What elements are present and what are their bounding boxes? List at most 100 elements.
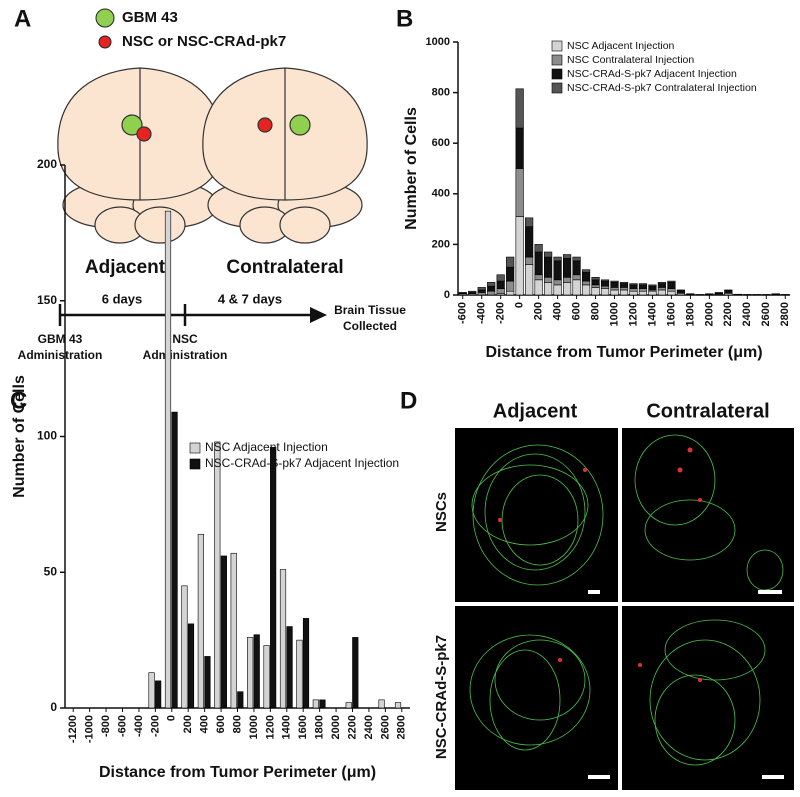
x-tick-label: 1000 <box>248 715 260 739</box>
legend-label: NSC-CRAd-S-pk7 Contralateral Injection <box>567 82 757 94</box>
bar <box>619 282 629 284</box>
bar <box>394 702 402 709</box>
bar <box>600 279 610 282</box>
legend-text: NSC or NSC-CRAd-pk7 <box>122 33 286 50</box>
x-tick-label: 2800 <box>396 715 408 739</box>
x-tick-label: 2600 <box>379 715 391 739</box>
bar <box>468 290 477 293</box>
x-tick-label: 2400 <box>741 302 753 326</box>
bar <box>657 282 667 284</box>
x-axis-title: Distance from Tumor Perimeter (μm) <box>99 764 376 781</box>
x-tick-label: 1800 <box>314 715 326 739</box>
x-tick-label: -600 <box>116 715 128 737</box>
y-tick-label: 600 <box>432 137 450 149</box>
timeline <box>58 304 312 326</box>
bar <box>544 276 553 283</box>
outline <box>472 444 604 586</box>
x-tick-label: 1000 <box>608 302 620 326</box>
bar <box>319 699 326 709</box>
outline <box>494 639 586 721</box>
bar <box>506 256 515 268</box>
legend-swatch <box>551 82 563 94</box>
brains <box>57 67 368 244</box>
legend-label: NSC Adjacent Injection <box>205 440 328 454</box>
bar <box>562 254 572 259</box>
micrograph <box>455 428 618 602</box>
bar <box>496 274 505 282</box>
cell <box>638 663 642 667</box>
bar <box>345 702 352 709</box>
x-tick-label: 2000 <box>703 302 715 326</box>
x-tick-label: -1000 <box>84 715 96 743</box>
y-tick-label: 0 <box>444 289 450 301</box>
x-tick-label: -600 <box>457 302 469 324</box>
bar <box>648 285 657 291</box>
legend-swatch <box>189 458 201 470</box>
scale-bar <box>588 590 600 594</box>
panel-label: D <box>400 387 417 414</box>
bar <box>270 447 277 709</box>
cell <box>583 468 587 472</box>
bar <box>296 639 303 709</box>
x-tick-label: 2400 <box>363 715 375 739</box>
bar <box>496 280 505 289</box>
bar <box>572 260 581 276</box>
bar <box>525 264 534 296</box>
bar <box>515 88 524 129</box>
x-tick-label: 800 <box>231 715 243 733</box>
bar <box>352 637 359 709</box>
x-tick-label: 1600 <box>665 302 677 326</box>
bar <box>553 279 562 286</box>
bar <box>534 251 543 276</box>
bar <box>515 216 524 296</box>
x-tick-label: 2200 <box>722 302 734 326</box>
bar <box>525 217 534 227</box>
bar <box>378 699 385 709</box>
event-label: Brain Tissue <box>334 303 406 317</box>
bar <box>657 289 667 296</box>
bar <box>279 569 287 709</box>
scale-bar <box>758 590 782 594</box>
bar <box>676 290 686 293</box>
x-tick-label: 1200 <box>627 302 639 326</box>
legend-swatch <box>551 54 563 66</box>
bar <box>562 282 572 296</box>
bar <box>591 284 600 288</box>
nsc-dot <box>257 117 273 133</box>
cell <box>498 518 502 522</box>
bar <box>477 292 486 296</box>
x-tick-label: 200 <box>182 715 194 733</box>
bar <box>638 283 648 286</box>
cell <box>687 447 693 453</box>
x-tick-label: 800 <box>589 302 601 320</box>
bar <box>230 552 237 709</box>
outline <box>654 674 736 766</box>
brain <box>202 67 368 244</box>
bar <box>724 290 733 293</box>
x-tick-label: 400 <box>199 715 211 733</box>
scale-bars <box>588 590 784 779</box>
bar <box>148 672 155 709</box>
timeline-arrow <box>310 307 327 323</box>
bar <box>695 294 704 296</box>
outline <box>484 453 586 571</box>
bar <box>638 284 648 289</box>
bar <box>506 266 515 282</box>
bar <box>487 285 496 292</box>
nsc-legend-dot <box>98 35 112 49</box>
bar <box>477 287 486 291</box>
x-tick-label: 1800 <box>684 302 696 326</box>
panel-label: B <box>396 5 413 32</box>
y-tick-label: 0 <box>50 700 57 714</box>
brain-lobe <box>279 206 331 244</box>
event-label: Administration <box>143 348 228 362</box>
bar <box>197 533 204 709</box>
bar <box>657 287 667 291</box>
legend-label: NSC Adjacent Injection <box>567 40 675 52</box>
bar <box>247 637 254 709</box>
bar <box>581 284 591 296</box>
bar <box>253 634 260 709</box>
event-label: Collected <box>343 319 397 333</box>
y-tick-label: 800 <box>432 87 450 99</box>
